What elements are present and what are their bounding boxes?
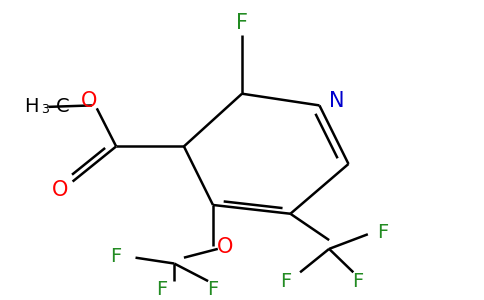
Text: F: F — [207, 280, 219, 299]
Text: $\mathregular{_3}$: $\mathregular{_3}$ — [41, 98, 50, 116]
Text: F: F — [377, 223, 388, 242]
Text: O: O — [52, 180, 69, 200]
Text: O: O — [217, 237, 233, 257]
Text: O: O — [81, 91, 98, 111]
Text: F: F — [110, 247, 122, 266]
Text: F: F — [156, 280, 168, 299]
Text: F: F — [352, 272, 364, 291]
Text: H: H — [24, 98, 39, 116]
Text: N: N — [329, 91, 344, 111]
Text: C: C — [56, 98, 69, 116]
Text: F: F — [236, 14, 248, 33]
Text: F: F — [280, 272, 291, 291]
